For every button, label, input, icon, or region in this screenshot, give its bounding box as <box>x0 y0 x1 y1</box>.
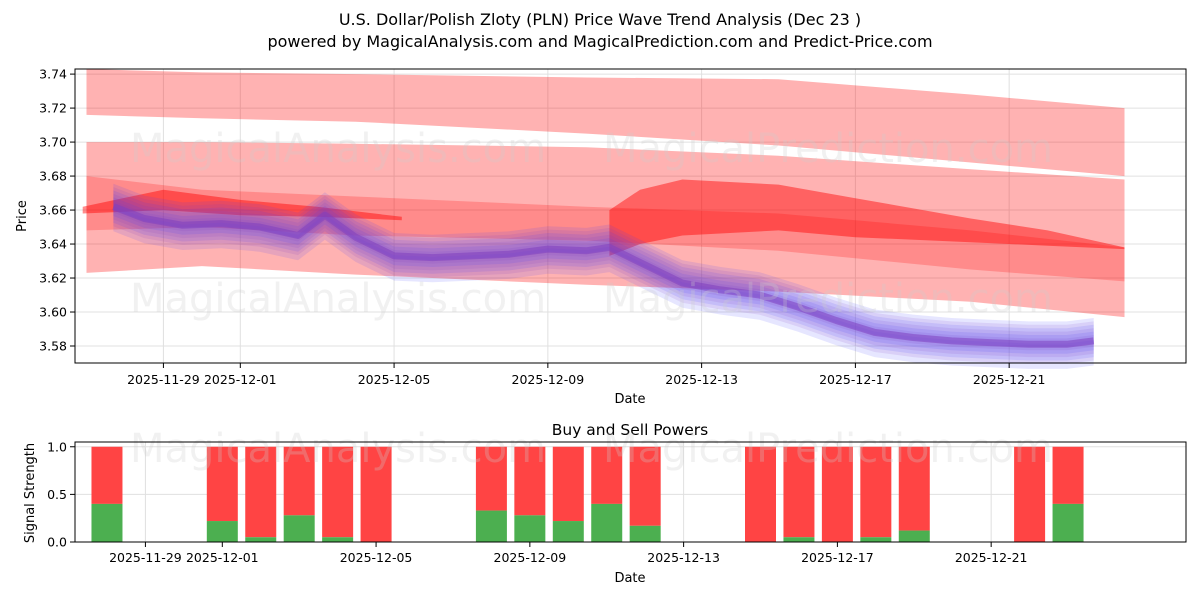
y-tick-label: 3.64 <box>39 237 67 252</box>
top-y-label: Price <box>15 200 30 232</box>
x-tick-label: 2025-12-21 <box>973 372 1046 387</box>
y-tick-label: 3.66 <box>39 203 67 218</box>
x-tick-label: 2025-12-05 <box>358 372 431 387</box>
watermark: MagicalAnalysis.com <box>130 126 546 172</box>
sell-power-bar <box>91 446 123 504</box>
watermark: MagicalAnalysis.com <box>130 276 546 322</box>
buy-power-bar <box>91 503 123 542</box>
buy-power-bar <box>475 510 507 542</box>
top-x-label: Date <box>614 392 645 407</box>
x-tick-label: 2025-12-05 <box>340 550 413 565</box>
buy-power-bar <box>514 515 546 542</box>
y-tick-label: 3.74 <box>39 67 67 82</box>
top-y-axis: 3.58 3.60 3.62 3.64 3.66 3.68 3.70 3.72 3.74 <box>39 67 75 354</box>
chart-title-line1: U.S. Dollar/Polish Zloty (PLN) Price Wav… <box>339 10 861 29</box>
sell-power-bar <box>322 446 354 538</box>
sell-power-bar <box>552 446 584 522</box>
sell-power-bar <box>1052 446 1084 504</box>
watermark: MagicalPrediction.com <box>603 426 1053 472</box>
sell-power-bar <box>1014 446 1046 542</box>
x-tick-label: 2025-12-13 <box>665 372 738 387</box>
prediction-band <box>82 189 402 221</box>
buy-power-bar <box>591 503 623 542</box>
sell-power-bar <box>475 446 507 511</box>
bottom-y-axis: 0.0 0.5 1.0 <box>47 439 75 550</box>
buy-power-bar <box>898 530 930 542</box>
x-tick-label: 2025-12-17 <box>801 550 874 565</box>
bottom-x-axis: 2025-11-29 2025-12-01 2025-12-05 2025-12-09… <box>109 542 1027 565</box>
sell-power-bar <box>245 446 277 538</box>
buy-power-bar <box>860 537 892 542</box>
sell-power-bar <box>283 446 315 516</box>
top-grid <box>75 69 1186 363</box>
y-tick-label: 3.60 <box>39 305 67 320</box>
x-tick-label: 2025-12-09 <box>494 550 567 565</box>
x-tick-label: 2025-12-17 <box>819 372 892 387</box>
sell-power-bar <box>821 446 853 542</box>
price-waves <box>112 183 1095 369</box>
x-tick-label: 2025-11-29 <box>109 550 182 565</box>
buy-power-bar <box>283 515 315 542</box>
watermarks-top: MagicalAnalysis.com MagicalPrediction.co… <box>130 126 1053 322</box>
buy-power-bar <box>206 521 238 542</box>
x-tick-label: 2025-12-01 <box>204 372 277 387</box>
x-tick-label: 2025-12-21 <box>955 550 1028 565</box>
x-tick-label: 2025-12-13 <box>647 550 720 565</box>
buy-sell-bars <box>91 446 1084 542</box>
sell-power-bar <box>898 446 930 531</box>
sell-power-bar <box>514 446 546 516</box>
bottom-title: Buy and Sell Powers <box>552 421 709 439</box>
bottom-x-label: Date <box>614 571 645 586</box>
y-tick-label: 3.68 <box>39 169 67 184</box>
buy-power-bar <box>322 537 354 542</box>
sell-power-bar <box>206 446 238 522</box>
y-tick-label: 3.70 <box>39 135 67 150</box>
buy-power-bar <box>245 537 277 542</box>
price-wave-band <box>113 183 1094 347</box>
sell-power-bar <box>783 446 815 538</box>
prediction-band <box>609 179 1125 256</box>
y-tick-label: 0.5 <box>47 487 67 502</box>
y-tick-label: 3.72 <box>39 101 67 116</box>
price-wave-core <box>112 203 1095 348</box>
buy-power-bar <box>783 537 815 542</box>
y-tick-label: 1.0 <box>47 439 67 454</box>
price-wave-band <box>113 193 1094 358</box>
sell-power-bar <box>629 446 661 526</box>
top-x-axis: 2025-11-29 2025-12-01 2025-12-05 2025-12-09… <box>127 363 1045 387</box>
top-axes-frame <box>74 68 1187 364</box>
x-tick-label: 2025-12-01 <box>186 550 259 565</box>
price-wave-band <box>113 187 1094 351</box>
bottom-axes-frame <box>74 441 1187 543</box>
watermark: MagicalPrediction.com <box>603 276 1053 322</box>
prediction-band <box>86 69 1125 177</box>
price-wave-band <box>113 190 1094 354</box>
watermark: MagicalPrediction.com <box>603 126 1053 172</box>
bottom-y-label: Signal Strength <box>23 443 38 543</box>
sell-power-bar <box>360 446 392 542</box>
buy-power-bar <box>552 521 584 542</box>
buy-power-bar <box>1052 503 1084 542</box>
sell-power-bar <box>591 446 623 504</box>
prediction-bands <box>82 69 1125 318</box>
y-tick-label: 0.0 <box>47 535 67 550</box>
prediction-band <box>86 176 1125 282</box>
sell-power-bar <box>745 446 777 542</box>
prediction-band <box>86 142 1125 318</box>
watermarks-bottom: MagicalAnalysis.com MagicalPrediction.co… <box>130 426 1053 472</box>
sell-power-bar <box>860 446 892 538</box>
y-tick-label: 3.62 <box>39 271 67 286</box>
price-wave-band <box>113 205 1094 369</box>
buy-power-bar <box>629 525 661 542</box>
y-tick-label: 3.58 <box>39 339 67 354</box>
x-tick-label: 2025-11-29 <box>127 372 200 387</box>
watermark: MagicalAnalysis.com <box>130 426 546 472</box>
chart-title-line2: powered by MagicalAnalysis.com and Magic… <box>267 32 932 51</box>
x-tick-label: 2025-12-09 <box>512 372 585 387</box>
